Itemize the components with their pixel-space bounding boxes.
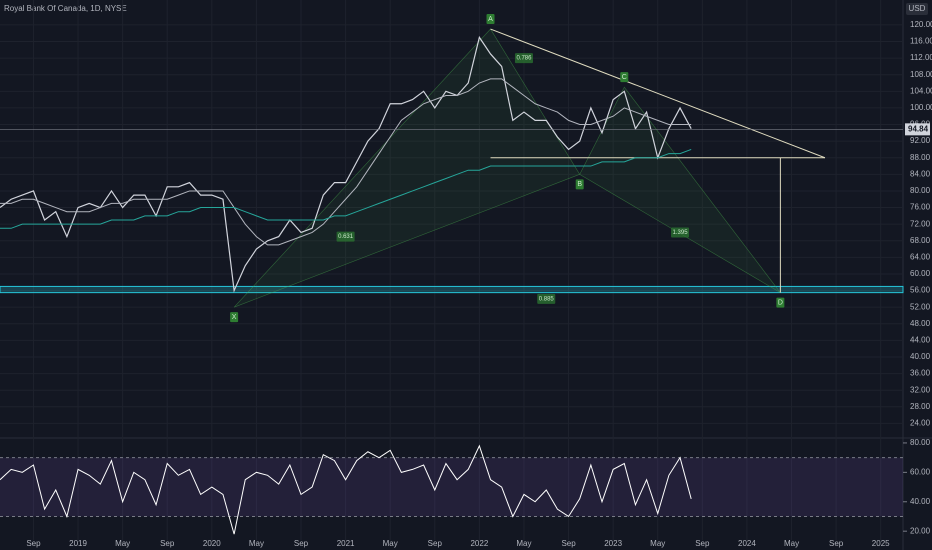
y-tick-label: 52.00 — [910, 302, 931, 311]
x-tick-label: Sep — [695, 539, 710, 548]
currency-box — [906, 3, 928, 15]
ratio-box — [336, 231, 355, 242]
pattern-point — [620, 72, 629, 83]
trendline — [490, 28, 826, 159]
y-tick-label: 60.00 — [910, 269, 931, 278]
x-tick-label: Sep — [294, 539, 309, 548]
rsi-tick-label: 60.00 — [910, 467, 931, 476]
pattern-point — [776, 297, 785, 308]
y-tick-label: 36.00 — [910, 369, 931, 378]
y-tick-label: 28.00 — [910, 402, 931, 411]
y-tick-label: 108.00 — [910, 70, 932, 79]
ratio-label: 1.395 — [673, 230, 689, 236]
y-tick-label: 40.00 — [910, 352, 931, 361]
pattern-point — [575, 179, 584, 190]
ratio-box — [514, 53, 533, 64]
x-tick-label: Sep — [160, 539, 175, 548]
rsi-tick-label: 80.00 — [910, 438, 931, 447]
ratio-label: 0.786 — [516, 56, 532, 62]
y-tick-label: 104.00 — [910, 86, 932, 95]
x-tick-label: 2024 — [738, 539, 756, 548]
y-tick-label: 88.00 — [910, 153, 931, 162]
rsi-line — [0, 444, 692, 535]
x-tick-label: Sep — [26, 539, 41, 548]
pattern-point-label: D — [778, 299, 783, 306]
rsi-tick-label: 40.00 — [910, 497, 931, 506]
pattern-point-label: X — [232, 314, 237, 321]
last-price-tag — [905, 123, 930, 136]
price-line — [0, 35, 692, 293]
y-tick-label: 76.00 — [910, 203, 931, 212]
x-tick-label: Sep — [829, 539, 844, 548]
pattern-point-label: B — [577, 181, 582, 188]
y-tick-label: 56.00 — [910, 286, 931, 295]
y-tick-label: 84.00 — [910, 169, 931, 178]
y-tick-label: 72.00 — [910, 219, 931, 228]
x-tick-label: Sep — [428, 539, 443, 548]
y-tick-label: 116.00 — [910, 37, 932, 46]
last-price-label: 94.84 — [908, 124, 929, 133]
x-tick-label: 2022 — [470, 539, 488, 548]
ratio-label: 0.885 — [539, 296, 555, 302]
y-tick-label: 80.00 — [910, 186, 931, 195]
y-tick-label: 92.00 — [910, 136, 931, 145]
x-tick-label: 2023 — [604, 539, 622, 548]
price-line — [0, 148, 692, 229]
pattern-point — [230, 312, 239, 323]
x-tick-label: May — [516, 539, 531, 548]
pattern-point-label: C — [622, 74, 627, 81]
x-tick-label: May — [650, 539, 665, 548]
y-tick-label: 120.00 — [910, 20, 932, 29]
x-tick-label: 2019 — [69, 539, 87, 548]
x-tick-label: May — [249, 539, 264, 548]
x-tick-label: May — [784, 539, 799, 548]
price-line — [0, 78, 692, 246]
x-tick-label: Sep — [561, 539, 576, 548]
x-tick-label: May — [115, 539, 130, 548]
y-tick-label: 112.00 — [910, 53, 932, 62]
support-band — [0, 285, 904, 294]
y-tick-label: 24.00 — [910, 419, 931, 428]
ratio-box — [537, 293, 556, 304]
y-tick-label: 32.00 — [910, 385, 931, 394]
x-tick-label: 2025 — [872, 539, 890, 548]
y-tick-label: 100.00 — [910, 103, 932, 112]
y-tick-label: 64.00 — [910, 252, 931, 261]
pattern-point — [486, 14, 495, 25]
x-tick-label: May — [383, 539, 398, 548]
pattern-point-label: A — [488, 16, 493, 23]
y-tick-label: 68.00 — [910, 236, 931, 245]
x-tick-label: 2020 — [203, 539, 221, 548]
y-tick-label: 44.00 — [910, 335, 931, 344]
currency: USD — [909, 4, 926, 13]
rsi-band — [0, 457, 903, 517]
rsi-tick-label: 20.00 — [910, 526, 931, 535]
ratio-box — [671, 227, 690, 238]
chart-title: Royal Bank Of Canada, 1D, NYSE — [4, 4, 127, 13]
pattern-area — [233, 28, 581, 308]
y-tick-label: 48.00 — [910, 319, 931, 328]
x-tick-label: 2021 — [337, 539, 355, 548]
ratio-label: 0.631 — [338, 234, 354, 240]
